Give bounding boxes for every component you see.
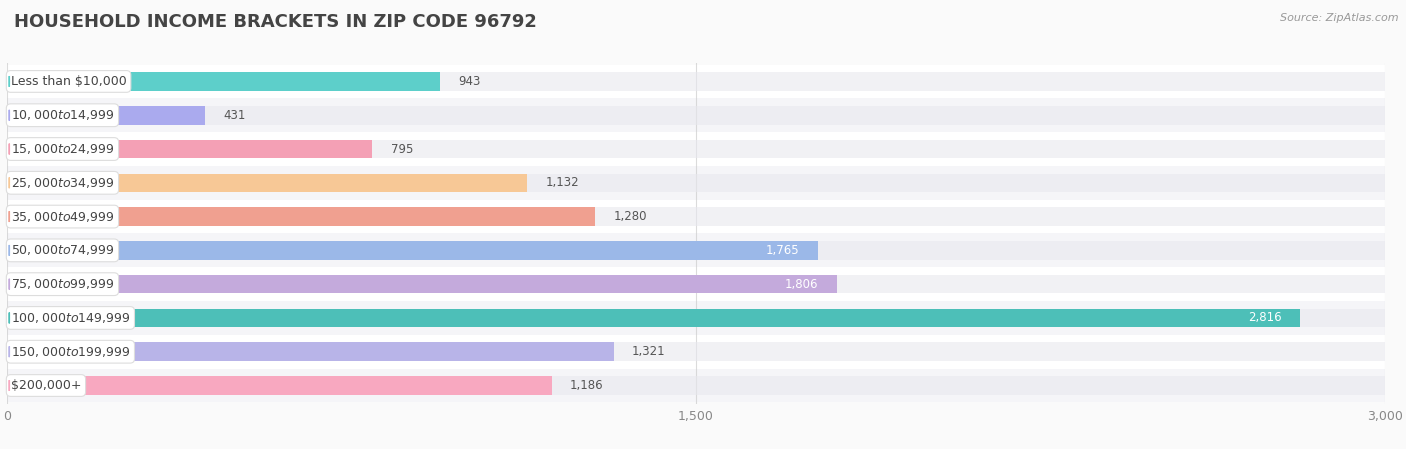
Text: 2,816: 2,816 (1249, 312, 1282, 325)
Bar (7, 207, 1385, 226)
Bar (7, 308, 1385, 327)
Text: 943: 943 (458, 75, 481, 88)
Text: $25,000 to $34,999: $25,000 to $34,999 (11, 176, 114, 190)
Bar (7, 72, 440, 91)
Bar (7, 72, 1385, 91)
Bar (7, 369, 1385, 402)
Text: 1,280: 1,280 (613, 210, 647, 223)
Bar (7, 335, 1385, 369)
Bar (7, 301, 1385, 335)
Text: 1,186: 1,186 (569, 379, 603, 392)
Bar (7, 106, 1385, 124)
Bar (7, 106, 205, 124)
Bar (7, 275, 1385, 294)
Bar (7, 241, 1385, 260)
Text: Source: ZipAtlas.com: Source: ZipAtlas.com (1281, 13, 1399, 23)
Text: 431: 431 (224, 109, 246, 122)
Text: 795: 795 (391, 142, 413, 155)
Text: HOUSEHOLD INCOME BRACKETS IN ZIP CODE 96792: HOUSEHOLD INCOME BRACKETS IN ZIP CODE 96… (14, 13, 537, 31)
Bar (7, 233, 1385, 267)
Text: $15,000 to $24,999: $15,000 to $24,999 (11, 142, 114, 156)
Text: $35,000 to $49,999: $35,000 to $49,999 (11, 210, 114, 224)
Text: Less than $10,000: Less than $10,000 (11, 75, 127, 88)
Bar (7, 173, 527, 192)
Bar (7, 140, 373, 158)
Bar (7, 343, 1385, 361)
Bar (7, 241, 818, 260)
Bar (7, 376, 551, 395)
Bar (7, 308, 1301, 327)
Text: 1,806: 1,806 (785, 277, 818, 291)
Bar (7, 140, 1385, 158)
Text: $50,000 to $74,999: $50,000 to $74,999 (11, 243, 114, 257)
Text: $100,000 to $149,999: $100,000 to $149,999 (11, 311, 131, 325)
Bar (7, 200, 1385, 233)
Bar (7, 267, 1385, 301)
Text: $150,000 to $199,999: $150,000 to $199,999 (11, 345, 131, 359)
Bar (7, 207, 595, 226)
Bar (7, 98, 1385, 132)
Text: 1,132: 1,132 (546, 176, 579, 189)
Text: 1,321: 1,321 (633, 345, 666, 358)
Bar (7, 376, 1385, 395)
Text: 1,765: 1,765 (766, 244, 799, 257)
Bar (7, 343, 614, 361)
Bar (7, 275, 837, 294)
Bar (7, 166, 1385, 200)
Bar (7, 173, 1385, 192)
Text: $200,000+: $200,000+ (11, 379, 82, 392)
Text: $10,000 to $14,999: $10,000 to $14,999 (11, 108, 114, 122)
Bar (7, 65, 1385, 98)
Text: $75,000 to $99,999: $75,000 to $99,999 (11, 277, 114, 291)
Bar (7, 132, 1385, 166)
